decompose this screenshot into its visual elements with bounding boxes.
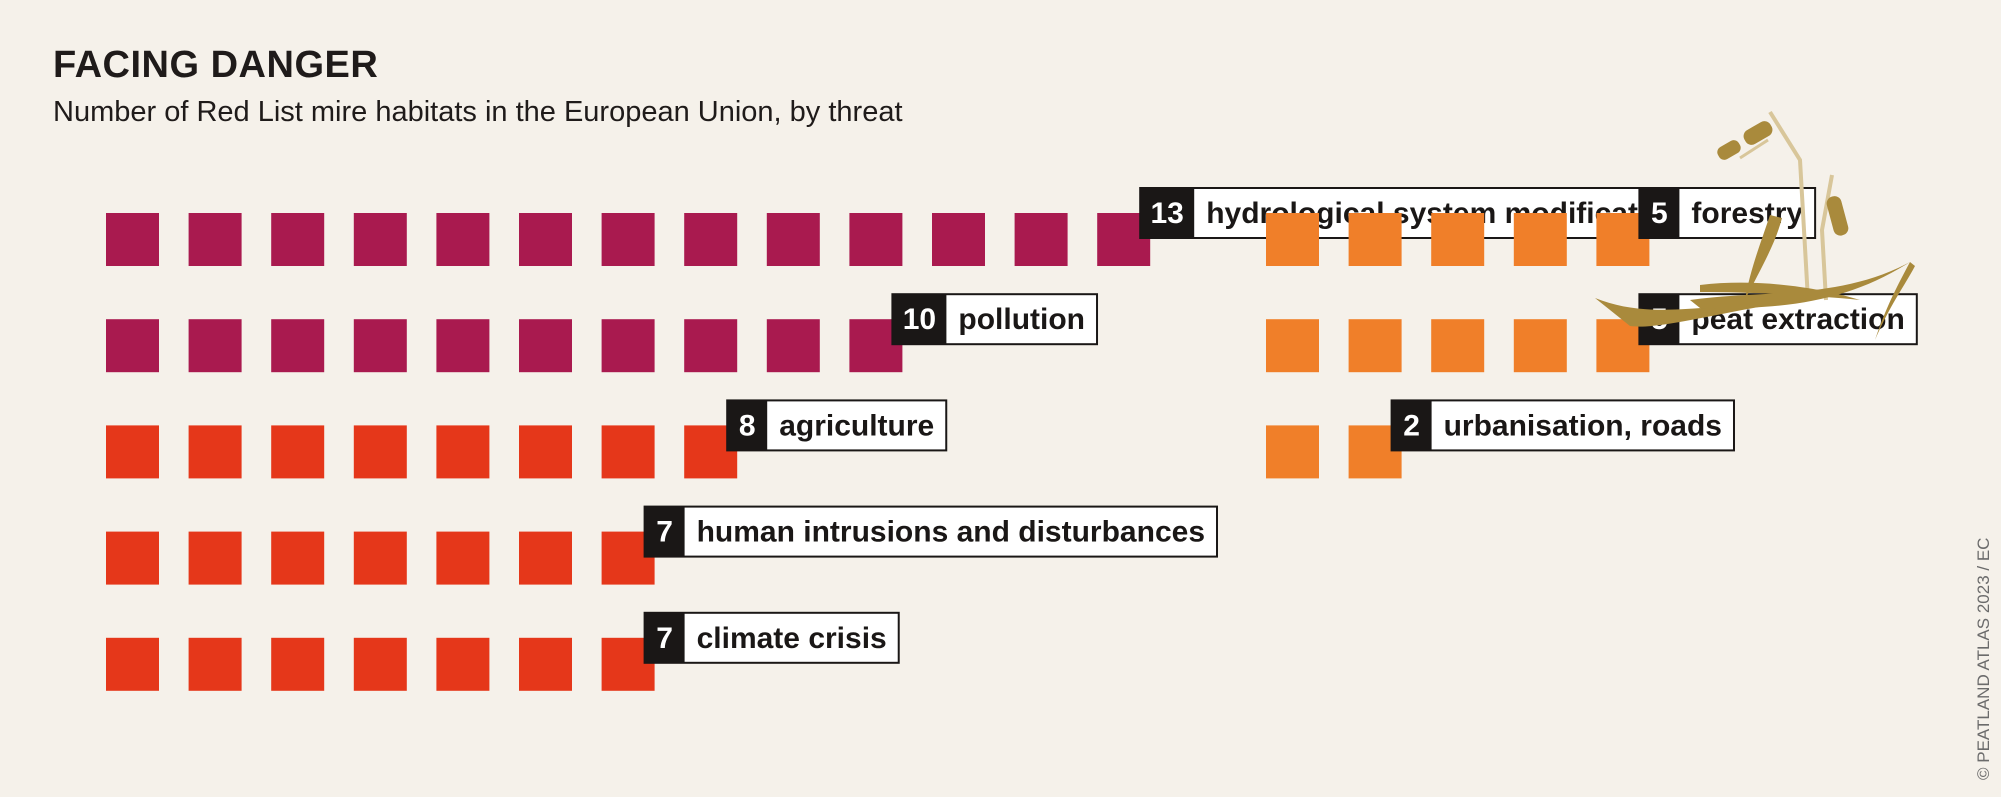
unit-square	[684, 319, 738, 373]
unit-square	[684, 213, 738, 266]
value-label: 10	[903, 303, 936, 336]
peat-plant-illustration	[1595, 110, 1915, 340]
unit-square	[932, 213, 985, 266]
unit-square	[271, 319, 325, 373]
category-label: urbanisation, roads	[1444, 409, 1722, 442]
unit-square	[188, 531, 242, 585]
series-label: urbanisation, roads 2	[1390, 399, 1735, 452]
value-label: 5	[1651, 197, 1668, 230]
value-badge	[1391, 400, 1432, 451]
series-label: climate crisis 7	[643, 611, 900, 664]
value-label: 8	[739, 409, 756, 442]
category-label: climate crisis	[697, 622, 887, 655]
value-label: 13	[1151, 197, 1184, 230]
unit-square	[353, 213, 407, 266]
series-label: human intrusions and disturbances 7	[643, 505, 1219, 558]
unit-square	[1431, 213, 1485, 266]
unit-square	[188, 425, 242, 479]
unit-square	[436, 531, 490, 585]
chart-title: FACING DANGER	[53, 44, 379, 86]
value-badge	[644, 506, 685, 557]
unit-square	[1348, 213, 1402, 266]
unit-square	[601, 425, 655, 479]
unit-square	[436, 425, 490, 479]
unit-square	[271, 531, 325, 585]
unit-square	[188, 319, 242, 373]
label-box	[643, 611, 900, 664]
unit-square	[601, 213, 655, 266]
unit-square	[1513, 213, 1567, 266]
series-label: forestry 5	[1638, 187, 1817, 239]
unit-square	[436, 319, 490, 373]
category-label: forestry	[1691, 197, 1803, 230]
value-label: 7	[656, 622, 673, 655]
credit-text: © PEATLAND ATLAS 2023 / EC	[1974, 537, 1993, 780]
unit-square	[519, 213, 572, 266]
unit-square	[436, 637, 490, 691]
unit-square	[519, 637, 572, 691]
unit-square	[1348, 319, 1402, 373]
unit-square	[436, 213, 490, 266]
unit-square	[766, 319, 820, 373]
unit-square	[271, 213, 325, 266]
value-badge	[727, 400, 768, 451]
unit-square	[106, 213, 159, 266]
unit-square	[601, 319, 655, 373]
category-label: pollution	[958, 303, 1085, 336]
unit-square	[849, 213, 903, 266]
unit-square	[106, 637, 159, 691]
chart-subtitle: Number of Red List mire habitats in the …	[53, 96, 903, 128]
unit-square	[106, 531, 159, 585]
unit-square	[519, 531, 572, 585]
unit-square	[353, 531, 407, 585]
unit-square	[188, 637, 242, 691]
unit-square	[106, 319, 159, 373]
value-badge	[1639, 188, 1680, 238]
value-label: 2	[1403, 409, 1420, 442]
value-badge	[1140, 188, 1195, 238]
series-label: pollution 10	[891, 293, 1099, 346]
unit-square	[188, 213, 242, 266]
unit-square	[1266, 213, 1319, 266]
unit-square	[1431, 319, 1485, 373]
unit-square	[1014, 213, 1068, 266]
label-box	[643, 505, 1219, 558]
unit-square	[106, 425, 159, 479]
unit-square	[519, 425, 572, 479]
category-label: agriculture	[779, 409, 934, 442]
label-box	[1390, 399, 1735, 452]
unit-square	[271, 425, 325, 479]
value-badge	[892, 294, 947, 345]
unit-square	[353, 637, 407, 691]
unit-square	[353, 319, 407, 373]
unit-square	[766, 213, 820, 266]
chart-marks: hydrological system modifications13pollu…	[106, 187, 1918, 691]
unit-square	[271, 637, 325, 691]
value-badge	[644, 612, 685, 663]
category-label: human intrusions and disturbances	[697, 516, 1205, 549]
unit-square	[1266, 425, 1319, 479]
value-label: 7	[656, 516, 673, 549]
unit-square	[1266, 319, 1319, 373]
series-label: agriculture 8	[726, 399, 948, 452]
unit-square	[519, 319, 572, 373]
unit-square	[353, 425, 407, 479]
unit-square	[1513, 319, 1567, 373]
